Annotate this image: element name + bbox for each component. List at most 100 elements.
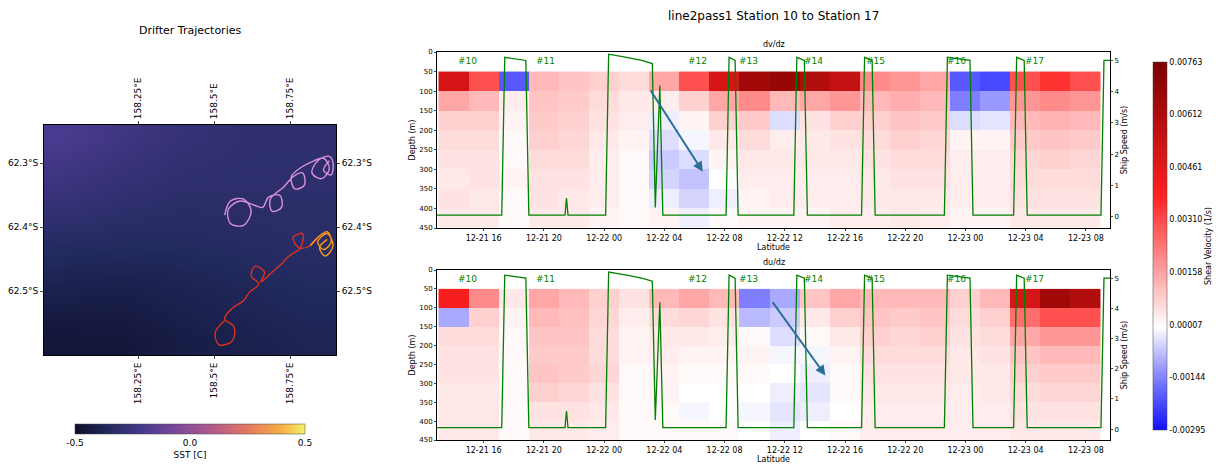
svg-text:Latitude: Latitude bbox=[757, 455, 790, 464]
svg-text:158.25°E: 158.25°E bbox=[133, 362, 143, 404]
svg-text:#15: #15 bbox=[866, 274, 885, 284]
svg-text:62.4°S: 62.4°S bbox=[342, 222, 373, 232]
svg-text:0.0: 0.0 bbox=[183, 438, 198, 448]
svg-text:400: 400 bbox=[419, 205, 432, 213]
svg-text:0.00007: 0.00007 bbox=[1169, 321, 1202, 330]
svg-text:62.5°S: 62.5°S bbox=[8, 286, 39, 296]
svg-text:0: 0 bbox=[1114, 213, 1118, 221]
svg-text:line2pass1 Station 10 to Stati: line2pass1 Station 10 to Station 17 bbox=[668, 9, 879, 23]
svg-text:#10: #10 bbox=[458, 56, 477, 66]
svg-text:12-23 04: 12-23 04 bbox=[1008, 234, 1044, 243]
svg-text:-0.00144: -0.00144 bbox=[1169, 373, 1205, 382]
svg-text:#11: #11 bbox=[536, 274, 555, 284]
svg-text:du/dz: du/dz bbox=[763, 258, 785, 267]
svg-text:158.25°E: 158.25°E bbox=[133, 77, 143, 119]
svg-text:#16: #16 bbox=[947, 274, 966, 284]
svg-text:12-21 20: 12-21 20 bbox=[526, 446, 562, 455]
svg-text:0.00612: 0.00612 bbox=[1169, 110, 1202, 119]
svg-text:50: 50 bbox=[424, 285, 433, 293]
svg-text:0: 0 bbox=[428, 48, 432, 56]
svg-text:12-23 00: 12-23 00 bbox=[947, 234, 983, 243]
svg-text:3: 3 bbox=[1114, 119, 1118, 127]
svg-text:12-23 08: 12-23 08 bbox=[1068, 446, 1104, 455]
svg-text:158.75°E: 158.75°E bbox=[285, 362, 295, 404]
svg-text:12-21 16: 12-21 16 bbox=[466, 446, 502, 455]
svg-text:Shear Velocity (1/s): Shear Velocity (1/s) bbox=[1204, 207, 1213, 285]
svg-text:0.5: 0.5 bbox=[298, 438, 312, 448]
svg-text:5: 5 bbox=[1114, 57, 1118, 65]
svg-text:12-21 16: 12-21 16 bbox=[466, 234, 502, 243]
svg-text:Drifter Trajectories: Drifter Trajectories bbox=[139, 24, 241, 37]
svg-text:12-22 12: 12-22 12 bbox=[767, 234, 803, 243]
svg-text:12-23 00: 12-23 00 bbox=[947, 446, 983, 455]
svg-text:150: 150 bbox=[419, 323, 432, 331]
svg-text:1: 1 bbox=[1114, 182, 1118, 190]
svg-text:1: 1 bbox=[1114, 395, 1118, 403]
svg-text:Ship Speed (m/s): Ship Speed (m/s) bbox=[1120, 106, 1129, 175]
svg-text:12-22 16: 12-22 16 bbox=[827, 446, 863, 455]
svg-text:#15: #15 bbox=[866, 56, 885, 66]
svg-text:50: 50 bbox=[424, 68, 433, 76]
svg-text:Depth (m): Depth (m) bbox=[408, 335, 417, 376]
svg-text:150: 150 bbox=[419, 107, 432, 115]
svg-text:300: 300 bbox=[419, 166, 432, 174]
svg-text:0: 0 bbox=[1114, 426, 1118, 434]
svg-text:#16: #16 bbox=[947, 56, 966, 66]
svg-text:Depth (m): Depth (m) bbox=[408, 120, 417, 161]
svg-text:12-23 04: 12-23 04 bbox=[1008, 446, 1044, 455]
svg-text:62.3°S: 62.3°S bbox=[342, 158, 373, 168]
svg-text:400: 400 bbox=[419, 418, 432, 426]
svg-text:12-22 00: 12-22 00 bbox=[586, 446, 622, 455]
svg-text:Latitude: Latitude bbox=[757, 243, 790, 252]
svg-text:12-22 04: 12-22 04 bbox=[646, 234, 682, 243]
svg-text:#17: #17 bbox=[1025, 56, 1044, 66]
svg-text:#17: #17 bbox=[1025, 274, 1044, 284]
svg-text:12-22 08: 12-22 08 bbox=[707, 446, 743, 455]
svg-text:0.00461: 0.00461 bbox=[1169, 163, 1202, 172]
svg-text:158.5°E: 158.5°E bbox=[209, 362, 219, 398]
svg-text:158.75°E: 158.75°E bbox=[285, 77, 295, 119]
svg-text:62.3°S: 62.3°S bbox=[8, 158, 39, 168]
svg-text:12-23 08: 12-23 08 bbox=[1068, 234, 1104, 243]
svg-text:4: 4 bbox=[1114, 305, 1119, 313]
svg-text:200: 200 bbox=[419, 342, 432, 350]
svg-text:2: 2 bbox=[1114, 151, 1118, 159]
svg-text:250: 250 bbox=[419, 361, 432, 369]
svg-text:SST [C]: SST [C] bbox=[173, 450, 206, 460]
svg-text:62.5°S: 62.5°S bbox=[342, 286, 373, 296]
svg-text:#13: #13 bbox=[739, 274, 758, 284]
svg-text:#12: #12 bbox=[688, 56, 707, 66]
svg-text:12-22 20: 12-22 20 bbox=[887, 234, 923, 243]
svg-text:12-22 08: 12-22 08 bbox=[707, 234, 743, 243]
svg-text:12-22 16: 12-22 16 bbox=[827, 234, 863, 243]
svg-text:#13: #13 bbox=[739, 56, 758, 66]
svg-text:100: 100 bbox=[419, 304, 432, 312]
svg-text:4: 4 bbox=[1114, 88, 1119, 96]
svg-text:100: 100 bbox=[419, 88, 432, 96]
svg-text:#10: #10 bbox=[458, 274, 477, 284]
svg-text:300: 300 bbox=[419, 380, 432, 388]
svg-text:158.5°E: 158.5°E bbox=[209, 83, 219, 119]
svg-text:200: 200 bbox=[419, 127, 432, 135]
svg-text:350: 350 bbox=[419, 399, 432, 407]
svg-text:-0.5: -0.5 bbox=[66, 438, 84, 448]
svg-text:#14: #14 bbox=[804, 56, 823, 66]
svg-text:#11: #11 bbox=[536, 56, 555, 66]
svg-text:250: 250 bbox=[419, 146, 432, 154]
svg-text:Ship Speed (m/s): Ship Speed (m/s) bbox=[1120, 321, 1129, 390]
svg-text:#14: #14 bbox=[804, 274, 823, 284]
svg-text:5: 5 bbox=[1114, 275, 1118, 283]
svg-text:-0.00295: -0.00295 bbox=[1169, 426, 1205, 435]
svg-text:12-22 04: 12-22 04 bbox=[646, 446, 682, 455]
svg-text:350: 350 bbox=[419, 185, 432, 193]
svg-text:0.00310: 0.00310 bbox=[1169, 215, 1202, 224]
svg-text:450: 450 bbox=[419, 224, 432, 232]
svg-text:dv/dz: dv/dz bbox=[763, 40, 785, 49]
svg-text:12-22 00: 12-22 00 bbox=[586, 234, 622, 243]
svg-text:0.00158: 0.00158 bbox=[1169, 268, 1202, 277]
svg-text:62.4°S: 62.4°S bbox=[8, 222, 39, 232]
svg-text:2: 2 bbox=[1114, 365, 1118, 373]
svg-text:12-21 20: 12-21 20 bbox=[526, 234, 562, 243]
svg-text:#12: #12 bbox=[688, 274, 707, 284]
svg-text:450: 450 bbox=[419, 436, 432, 444]
